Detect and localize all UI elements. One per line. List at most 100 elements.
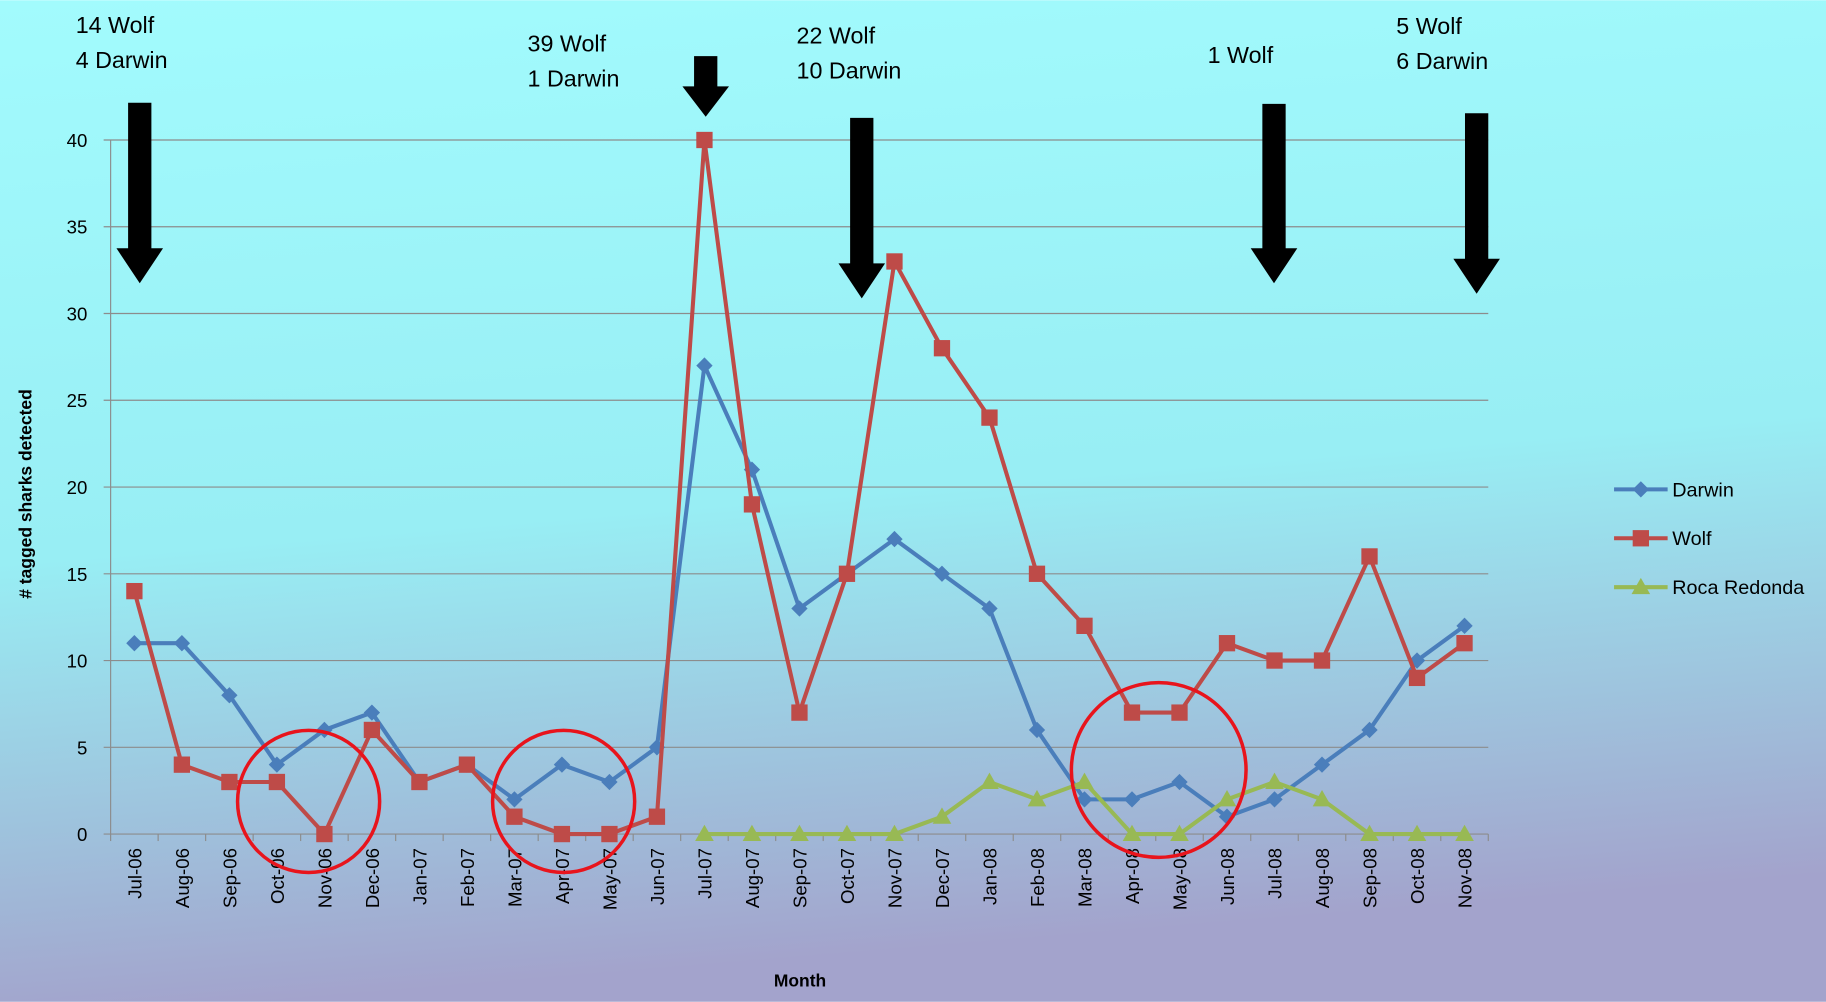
marker bbox=[1076, 617, 1093, 634]
marker bbox=[363, 721, 381, 739]
marker bbox=[886, 530, 903, 548]
x-tick-label: Oct-08 bbox=[1407, 848, 1428, 904]
legend-label: Darwin bbox=[1672, 479, 1734, 501]
marker bbox=[790, 824, 809, 842]
x-tick-label: Sep-06 bbox=[219, 848, 240, 908]
x-tick-label: Feb-08 bbox=[1027, 848, 1048, 907]
marker bbox=[601, 773, 618, 791]
marker bbox=[885, 824, 904, 842]
marker bbox=[648, 808, 666, 825]
x-tick-label: Nov-06 bbox=[314, 848, 335, 908]
marker bbox=[458, 756, 476, 773]
x-tick-label: Dec-06 bbox=[362, 848, 383, 908]
marker bbox=[1313, 652, 1331, 669]
marker bbox=[742, 824, 762, 842]
x-tick-label: Nov-07 bbox=[884, 848, 905, 908]
x-tick-label: Dec-07 bbox=[932, 848, 953, 908]
x-tick-label: Jul-08 bbox=[1264, 848, 1285, 899]
marker bbox=[553, 825, 571, 843]
annotation-arrow bbox=[116, 102, 164, 284]
annotation: 1 Darwin bbox=[528, 65, 620, 91]
x-tick-label: Oct-07 bbox=[837, 848, 858, 904]
annotation: 14 Wolf bbox=[76, 12, 155, 38]
marker bbox=[221, 773, 238, 791]
marker bbox=[1456, 635, 1473, 652]
annotation: 39 Wolf bbox=[528, 30, 607, 56]
marker bbox=[837, 824, 857, 842]
marker bbox=[411, 773, 428, 791]
marker bbox=[1218, 635, 1236, 652]
x-tick-label: Jun-08 bbox=[1217, 848, 1238, 905]
x-tick-label: Aug-07 bbox=[742, 848, 763, 908]
y-tick-label: 5 bbox=[77, 737, 87, 758]
marker bbox=[932, 807, 952, 824]
marker bbox=[221, 687, 238, 704]
y-tick-label: 10 bbox=[67, 651, 88, 672]
y-tick-label: 35 bbox=[67, 217, 88, 238]
marker bbox=[981, 409, 998, 426]
annotation: 10 Darwin bbox=[797, 57, 902, 83]
annotation-arrow bbox=[1250, 103, 1298, 284]
y-tick-label: 25 bbox=[67, 390, 88, 411]
marker bbox=[1171, 704, 1188, 721]
marker bbox=[1407, 824, 1427, 842]
marker bbox=[1361, 721, 1378, 739]
marker bbox=[173, 635, 191, 652]
marker bbox=[1360, 824, 1379, 842]
marker bbox=[791, 704, 808, 721]
highlight-circle bbox=[1069, 680, 1248, 860]
marker bbox=[1027, 790, 1047, 807]
annotation-arrow bbox=[1453, 113, 1500, 294]
marker bbox=[1170, 824, 1189, 842]
highlight-circle bbox=[490, 728, 637, 875]
marker bbox=[886, 253, 903, 270]
x-tick-label: Mar-07 bbox=[504, 848, 525, 907]
x-tick-label: Jan-07 bbox=[409, 848, 430, 905]
y-tick-label: 20 bbox=[67, 477, 88, 498]
marker bbox=[696, 131, 713, 149]
marker bbox=[1028, 721, 1046, 739]
x-tick-label: Feb-07 bbox=[457, 848, 478, 907]
marker bbox=[268, 773, 286, 791]
highlight-circle bbox=[235, 728, 382, 875]
legend-label: Roca Redonda bbox=[1672, 577, 1804, 599]
x-tick-label: Sep-08 bbox=[1360, 848, 1381, 908]
marker bbox=[695, 824, 714, 842]
y-tick-label: 15 bbox=[67, 564, 88, 585]
marker bbox=[553, 756, 571, 773]
annotation: 4 Darwin bbox=[76, 47, 168, 73]
marker bbox=[933, 340, 951, 357]
x-tick-label: Aug-06 bbox=[172, 848, 193, 908]
highlight-circles bbox=[235, 680, 1248, 875]
x-tick-label: Jun-07 bbox=[647, 848, 668, 905]
marker bbox=[506, 791, 523, 808]
marker bbox=[1171, 773, 1188, 791]
marker bbox=[173, 756, 191, 773]
marker bbox=[1455, 824, 1474, 842]
marker bbox=[1313, 756, 1331, 773]
x-tick-label: Jul-06 bbox=[124, 848, 145, 899]
marker bbox=[126, 582, 143, 600]
x-axis-label: Month bbox=[774, 971, 826, 991]
y-tick-label: 0 bbox=[77, 824, 87, 845]
x-tick-label: Mar-08 bbox=[1074, 848, 1095, 907]
x-tick-label: Nov-08 bbox=[1455, 848, 1476, 908]
marker bbox=[1123, 791, 1141, 808]
marker bbox=[1361, 548, 1378, 565]
marker bbox=[1028, 565, 1046, 582]
marker bbox=[316, 825, 333, 843]
x-tick-label: May-08 bbox=[1169, 848, 1190, 910]
annotation: 1 Wolf bbox=[1208, 42, 1274, 68]
x-tick-label: May-07 bbox=[599, 848, 620, 910]
y-tick-label: 30 bbox=[67, 303, 88, 324]
legend-label: Wolf bbox=[1672, 528, 1712, 550]
marker bbox=[980, 772, 999, 789]
marker bbox=[1456, 617, 1473, 634]
annotation: 5 Wolf bbox=[1396, 13, 1462, 39]
marker bbox=[1075, 772, 1094, 789]
marker bbox=[363, 704, 381, 721]
marker bbox=[1312, 790, 1332, 807]
